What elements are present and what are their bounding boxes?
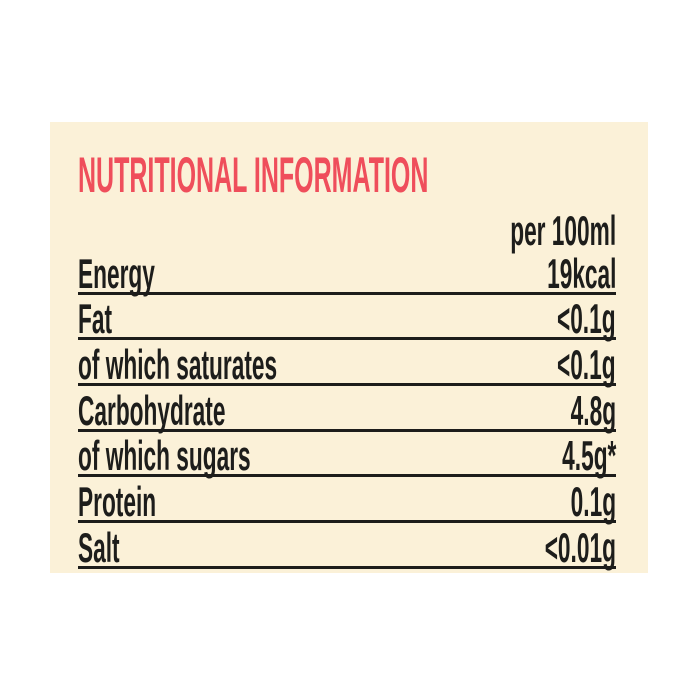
row-value-protein: 0.1g xyxy=(570,478,616,526)
row-value-fat: <0.1g xyxy=(557,295,616,343)
table-row: Fat <0.1g xyxy=(78,295,616,341)
row-label-carbohydrate: Carbohydrate xyxy=(78,386,226,434)
row-value-energy: 19kcal xyxy=(546,249,616,297)
table-row: of which sugars 4.5g* xyxy=(78,432,616,478)
row-label-sugars: of which sugars xyxy=(78,432,251,480)
table-header-row: per 100ml xyxy=(78,206,616,254)
row-value-saturates: <0.1g xyxy=(557,341,616,389)
nutrition-title: NUTRITIONAL INFORMATION xyxy=(78,147,429,203)
row-label-saturates: of which saturates xyxy=(78,341,278,389)
table-row: Carbohydrate 4.8g xyxy=(78,386,616,432)
row-label-energy: Energy xyxy=(78,249,155,297)
table-row: of which saturates <0.1g xyxy=(78,340,616,389)
nutrition-label-panel: NUTRITIONAL INFORMATION per 100ml Energy… xyxy=(50,122,648,573)
row-label-salt: Salt xyxy=(78,523,120,571)
table-row: Salt <0.01g xyxy=(78,523,616,569)
row-value-carbohydrate: 4.8g xyxy=(570,386,616,434)
table-row: Energy 19kcal xyxy=(78,249,616,295)
nutrition-table: per 100ml Energy 19kcal Fat <0.1g of whi… xyxy=(78,206,616,569)
row-label-fat: Fat xyxy=(78,295,113,343)
row-value-sugars: 4.5g* xyxy=(561,432,616,480)
table-row: Protein 0.1g xyxy=(78,477,616,526)
column-header-per-100ml: per 100ml xyxy=(510,207,616,254)
row-value-salt: <0.01g xyxy=(544,523,616,571)
row-label-protein: Protein xyxy=(78,478,157,526)
